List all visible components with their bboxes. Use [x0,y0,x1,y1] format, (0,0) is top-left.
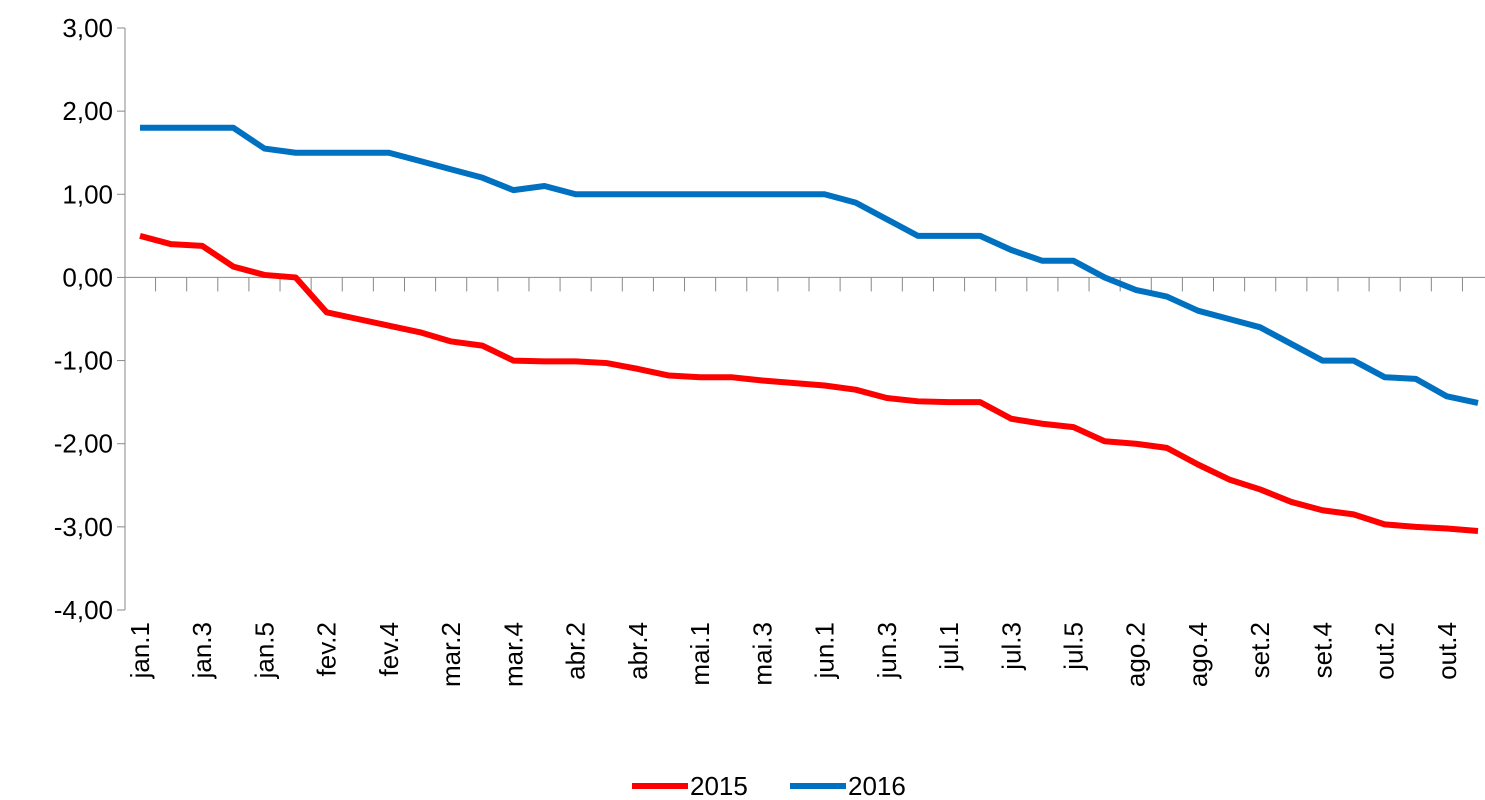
x-tick-label: set.4 [1307,622,1337,678]
x-tick-label: jan.1 [125,622,155,679]
y-tick-label: 0,00 [62,262,113,292]
y-tick-label: 2,00 [62,96,113,126]
x-tick-label: jan.5 [249,622,279,679]
y-tick-label: -2,00 [54,429,113,459]
x-tick-label: set.2 [1245,622,1275,678]
x-tick-label: jan.3 [187,622,217,679]
x-tick-label: fev.2 [312,622,342,676]
x-tick-label: jul.3 [996,622,1026,671]
y-tick-label: -3,00 [54,512,113,542]
x-tick-label: out.2 [1370,622,1400,680]
x-tick-label: mar.2 [436,622,466,687]
x-tick-label: ago.4 [1183,622,1213,687]
y-tick-label: 1,00 [62,179,113,209]
x-tick-label: jul.1 [934,622,964,671]
x-tick-label: mai.3 [747,622,777,686]
x-tick-label: ago.2 [1121,622,1151,687]
y-tick-label: 3,00 [62,13,113,43]
x-tick-label: abr.4 [623,622,653,680]
y-tick-label: -4,00 [54,595,113,625]
y-tick-label: -1,00 [54,346,113,376]
x-tick-label: jun.1 [810,622,840,679]
x-tick-label: mai.1 [685,622,715,686]
line-series [140,124,1479,406]
line-series [139,232,1479,535]
x-tick-label: fev.4 [374,622,404,676]
x-tick-label: jun.3 [872,622,902,679]
x-tick-label: out.4 [1432,622,1462,680]
legend-label: 2016 [848,771,906,800]
x-tick-label: abr.2 [561,622,591,680]
x-tick-label: jul.5 [1058,622,1088,671]
legend-label: 2015 [690,771,748,800]
x-tick-label: mar.4 [498,622,528,687]
